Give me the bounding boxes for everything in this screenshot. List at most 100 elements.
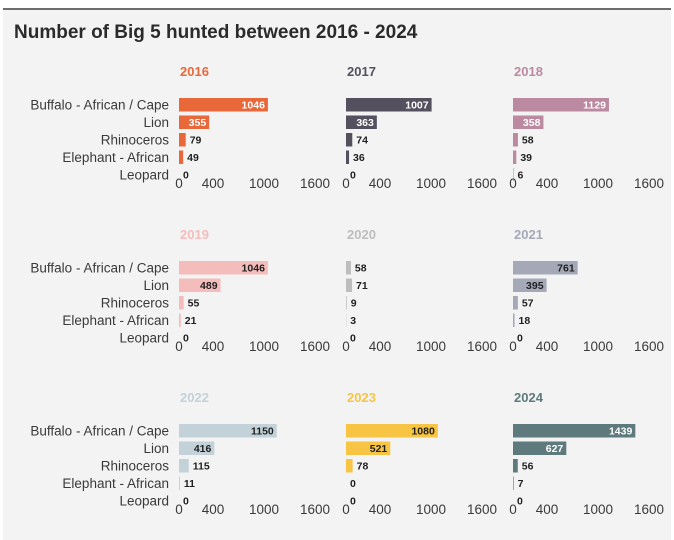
x-tick-label: 400: [202, 502, 225, 517]
x-tick-label: 400: [369, 176, 392, 191]
value-label-2016-4: 0: [183, 170, 189, 182]
value-label-2017-3: 36: [353, 152, 365, 164]
bar-2018-2: [513, 133, 518, 147]
value-label-2024-3: 7: [518, 478, 524, 490]
x-tick-label: 0: [175, 339, 183, 354]
category-label: Lion: [143, 278, 169, 293]
value-label-2016-3: 49: [187, 152, 199, 164]
value-label-2022-2: 115: [193, 461, 210, 473]
category-label: Elephant - African: [62, 313, 169, 328]
panel-title-2017: 2017: [347, 64, 376, 79]
panel-title-2018: 2018: [514, 64, 543, 79]
x-tick-label: 0: [509, 339, 517, 354]
value-label-2024-2: 56: [522, 461, 534, 473]
value-label-2021-2: 57: [522, 298, 534, 310]
x-tick-label: 1000: [249, 176, 279, 191]
bar-2024-3: [513, 477, 514, 491]
x-tick-label: 400: [369, 502, 392, 517]
category-label: Buffalo - African / Cape: [30, 261, 169, 276]
value-label-2018-3: 39: [520, 152, 532, 164]
value-label-2017-0: 1007: [405, 100, 429, 112]
x-tick-label: 400: [369, 339, 392, 354]
category-label: Lion: [143, 441, 169, 456]
value-label-2023-2: 78: [357, 461, 369, 473]
panel-title-2022: 2022: [180, 390, 209, 405]
value-label-2020-1: 71: [356, 280, 368, 292]
panel-title-2021: 2021: [514, 227, 543, 242]
x-tick-label: 400: [202, 339, 225, 354]
value-label-2021-1: 395: [526, 280, 544, 292]
value-label-2018-4: 6: [518, 170, 524, 182]
value-label-2017-1: 363: [356, 117, 374, 129]
x-tick-label: 0: [175, 176, 183, 191]
x-tick-label: 0: [175, 502, 183, 517]
value-label-2022-4: 0: [183, 496, 189, 508]
x-tick-label: 0: [342, 339, 350, 354]
x-tick-label: 1000: [416, 339, 446, 354]
x-tick-label: 400: [536, 339, 559, 354]
value-label-2020-2: 9: [351, 298, 357, 310]
bar-2016-3: [179, 151, 183, 165]
bar-2024-2: [513, 459, 518, 473]
bar-2020-0: [346, 261, 351, 275]
bar-2017-2: [346, 133, 352, 147]
value-label-2019-0: 1046: [242, 263, 266, 275]
x-tick-label: 1000: [416, 502, 446, 517]
bar-2022-2: [179, 459, 189, 473]
category-label: Leopard: [119, 494, 169, 509]
value-label-2021-0: 761: [557, 263, 575, 275]
value-label-2019-3: 21: [185, 315, 197, 327]
category-label: Elephant - African: [62, 476, 169, 491]
value-label-2019-1: 489: [200, 280, 218, 292]
x-tick-label: 1000: [249, 502, 279, 517]
value-label-2022-1: 416: [194, 443, 212, 455]
category-label: Leopard: [119, 168, 169, 183]
category-label: Elephant - African: [62, 150, 169, 165]
bar-2018-3: [513, 151, 516, 165]
bar-2020-2: [346, 296, 347, 310]
value-label-2023-4: 0: [350, 496, 356, 508]
bar-2021-3: [513, 314, 515, 328]
category-label: Rhinoceros: [101, 296, 170, 311]
value-label-2023-3: 0: [350, 478, 356, 490]
bar-2019-3: [179, 314, 181, 328]
value-label-2017-2: 74: [356, 135, 368, 147]
value-label-2018-0: 1129: [583, 100, 606, 112]
value-label-2020-4: 0: [350, 333, 356, 345]
x-tick-label: 1000: [583, 339, 613, 354]
category-label: Buffalo - African / Cape: [30, 424, 169, 439]
category-label: Rhinoceros: [101, 459, 170, 474]
value-label-2022-0: 1150: [251, 426, 274, 438]
x-tick-label: 1600: [467, 339, 497, 354]
x-tick-label: 0: [509, 176, 517, 191]
value-label-2016-1: 355: [189, 117, 207, 129]
x-tick-label: 0: [342, 176, 350, 191]
panel-title-2023: 2023: [347, 390, 376, 405]
value-label-2023-0: 1080: [411, 426, 435, 438]
x-tick-label: 1600: [634, 339, 664, 354]
value-label-2024-0: 1439: [609, 426, 633, 438]
value-label-2019-2: 55: [188, 298, 200, 310]
x-tick-label: 400: [202, 176, 225, 191]
bar-2017-3: [346, 151, 349, 165]
x-tick-label: 400: [536, 502, 559, 517]
value-label-2021-3: 18: [519, 315, 531, 327]
category-label: Rhinoceros: [101, 133, 170, 148]
value-label-2017-4: 0: [350, 170, 356, 182]
category-label: Lion: [143, 115, 169, 130]
x-tick-label: 1600: [634, 176, 664, 191]
x-tick-label: 0: [342, 502, 350, 517]
panel-title-2019: 2019: [180, 227, 209, 242]
value-label-2019-4: 0: [183, 333, 189, 345]
value-label-2024-4: 0: [517, 496, 523, 508]
x-tick-label: 1000: [416, 176, 446, 191]
x-tick-label: 1600: [634, 502, 664, 517]
value-label-2018-2: 58: [522, 135, 534, 147]
x-tick-label: 0: [509, 502, 517, 517]
value-label-2021-4: 0: [517, 333, 523, 345]
value-label-2018-1: 358: [523, 117, 541, 129]
value-label-2023-1: 521: [370, 443, 388, 455]
x-tick-label: 1000: [583, 176, 613, 191]
x-tick-label: 1600: [300, 502, 330, 517]
value-label-2016-0: 1046: [242, 100, 266, 112]
